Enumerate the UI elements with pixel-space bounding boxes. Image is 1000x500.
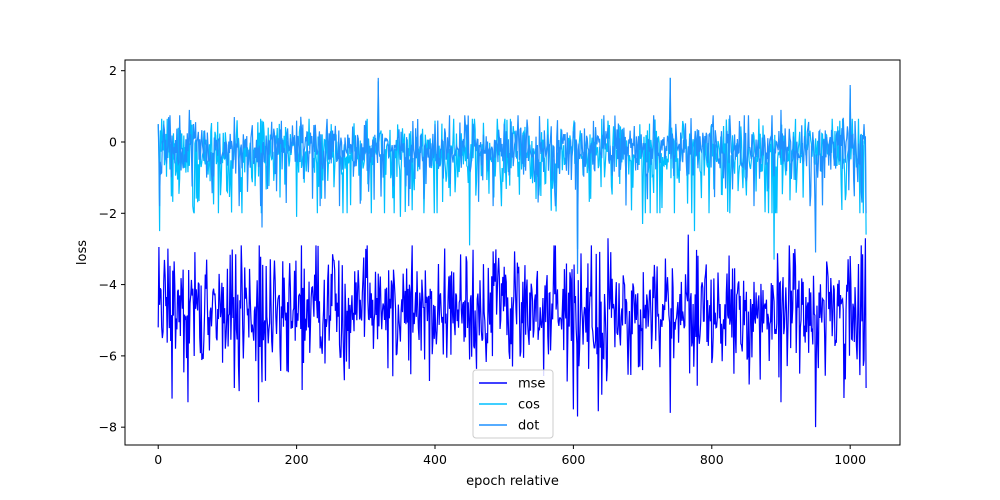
series-layer [157,77,867,428]
x-tick-label: 0 [154,452,162,467]
plot-frame [124,59,901,446]
legend-label-dot: dot [518,419,539,434]
x-axis-label: epoch relative [466,474,559,489]
x-axis-ticks: 0 200 400 600 800 1000 [154,445,866,467]
x-tick-label: 600 [561,452,585,467]
legend-label-mse: mse [518,377,545,392]
legend-label-cos: cos [518,398,540,413]
y-tick-label: −6 [99,348,117,363]
x-tick-label: 200 [285,452,309,467]
x-tick-label: 1000 [834,452,866,467]
series-line-mse [157,234,867,428]
x-tick-label: 400 [423,452,447,467]
y-tick-label: −2 [99,206,117,221]
y-tick-label: 0 [109,134,117,149]
legend-box [472,369,554,439]
series-line-dot [157,77,867,274]
y-axis-label: loss [75,240,90,265]
y-tick-label: 2 [109,63,117,78]
legend: mse cos dot [472,369,554,439]
y-axis-ticks: −8 −6 −4 −2 0 2 [99,63,125,435]
y-tick-label: −8 [99,420,117,435]
y-tick-label: −4 [99,277,117,292]
x-tick-label: 800 [700,452,724,467]
